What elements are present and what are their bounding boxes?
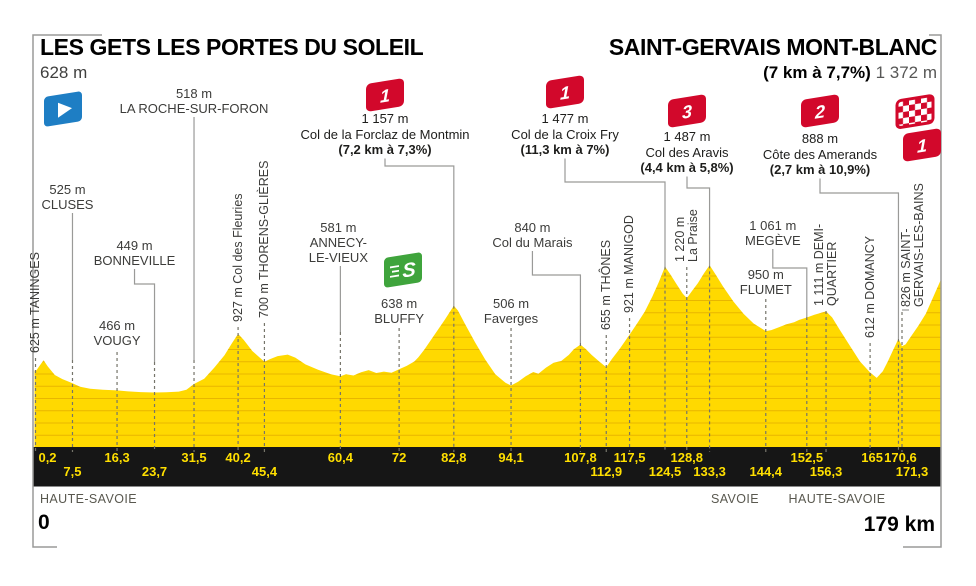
km-tick-label: 156,3: [809, 464, 843, 479]
km-tick-label: 60,4: [327, 450, 354, 465]
km-tick-label: 152,5: [790, 450, 824, 465]
label-connector-line: [531, 251, 582, 343]
climb-category-marker: 2: [801, 94, 839, 128]
finish-subtitle: (7 km à 7,7%) 1 372 m: [609, 63, 937, 83]
km-tick-label: 16,3: [104, 450, 130, 465]
waypoint-label: 655 m THÔNES: [598, 239, 613, 330]
climb-category-number: 1: [917, 135, 927, 156]
climb-category-number: 1: [380, 85, 390, 106]
elevation-profile-area: [34, 265, 941, 448]
km-tick-label: 117,5: [613, 450, 646, 465]
km-tick-label: 72: [391, 450, 407, 465]
label-connector-line: [819, 178, 900, 339]
finish-header: SAINT-GERVAIS MONT-BLANC (7 km à 7,7%) 1…: [608, 34, 938, 83]
climb-category-number: 1: [560, 82, 570, 103]
waypoint-label: 927 m Col des Fleuries: [230, 193, 245, 322]
km-tick-label: 170,6: [884, 450, 917, 465]
km-tick-label: 40,2: [225, 450, 251, 465]
distance-bar: [33, 447, 941, 487]
total-distance-label: 179 km: [863, 513, 935, 536]
waypoint-label: 840 m Col du Marais: [492, 220, 573, 250]
label-connector-line: [133, 269, 156, 362]
finish-climb-category-marker: 1: [903, 128, 941, 162]
right-frame-bracket: [903, 34, 942, 548]
region-label: SAVOIE: [710, 492, 760, 506]
svg-text:S: S: [402, 258, 416, 282]
waypoint-label: 1 061 m MEGÈVE: [744, 218, 801, 248]
waypoint-label: 612 m DOMANCY: [862, 235, 877, 338]
waypoint-label: 518 m LA ROCHE-SUR-FORON: [119, 86, 269, 116]
km-tick-label: 94,1: [498, 450, 524, 465]
start-flag-icon: [44, 91, 82, 127]
region-label: HAUTE-SAVOIE: [40, 492, 137, 506]
waypoint-label: 950 m FLUMET: [739, 267, 792, 297]
waypoint-label: 449 m BONNEVILLE: [93, 238, 176, 268]
climb-label: 1 487 m Col des Aravis (4,4 km à 5,8%): [640, 129, 734, 175]
start-elevation: 628 m: [40, 63, 88, 82]
km-tick-label: 31,5: [181, 450, 207, 465]
km-tick-label: 112,9: [590, 464, 623, 479]
waypoint-label: 638 m BLUFFY: [374, 296, 425, 326]
climb-category-marker: 1: [366, 78, 404, 112]
label-connector-line: [686, 176, 711, 266]
climb-category-number: 3: [682, 101, 692, 122]
finish-gradient: (7 km à 7,7%): [763, 63, 871, 82]
km-tick-label: 7,5: [63, 464, 82, 479]
waypoint-label: 466 m VOUGY: [93, 318, 141, 348]
waypoint-label: 700 m THORENS-GLIÈRES: [256, 160, 271, 318]
finish-flag-icon: [895, 94, 935, 129]
region-label: HAUTE-SAVOIE: [788, 492, 886, 506]
waypoint-label: 625 m TANINGES: [28, 252, 42, 353]
start-header: LES GETS LES PORTES DU SOLEIL 628 m: [40, 34, 424, 83]
waypoint-label: 581 m ANNECY- LE-VIEUX: [308, 220, 368, 265]
km-tick-label: 165: [861, 450, 883, 465]
km-tick-label: 23,7: [141, 464, 168, 479]
waypoint-label: 1 220 m La Praise: [672, 209, 700, 262]
km-tick-label: 45,4: [251, 464, 278, 479]
waypoint-label: 506 m Faverges: [483, 296, 539, 326]
left-frame-bracket: [32, 34, 102, 548]
start-title: LES GETS LES PORTES DU SOLEIL: [40, 34, 424, 60]
label-connector-line: [772, 249, 808, 317]
climb-category-marker: 1: [546, 75, 584, 109]
waypoint-label: 525 m CLUSES: [41, 182, 94, 212]
climb-label: 1 477 m Col de la Croix Fry (11,3 km à 7%): [511, 111, 619, 157]
km-tick-label: 128,8: [670, 450, 704, 465]
km-tick-label: 124,5: [648, 464, 682, 479]
climb-category-number: 2: [814, 101, 825, 123]
waypoint-label: 826 m SAINT- GERVAIS-LES-BAINS: [899, 183, 926, 307]
waypoint-label: 921 m MANIGOD: [622, 215, 637, 313]
km-tick-label: 144,4: [749, 464, 783, 479]
climb-label: 888 m Côte des Amerands (2,7 km à 10,9%): [762, 131, 878, 177]
km-tick-label: 133,3: [693, 464, 726, 479]
waypoint-label: 1 111 m DEMI- QUARTIER: [812, 223, 840, 306]
finish-elevation: 1 372 m: [875, 63, 937, 82]
km-tick-label: 82,8: [441, 450, 467, 465]
label-connector-line: [564, 158, 666, 267]
finish-title: SAINT-GERVAIS MONT-BLANC: [608, 34, 938, 60]
km-tick-label: 0,2: [38, 450, 57, 465]
sprint-icon: S: [384, 252, 422, 288]
climb-label: 1 157 m Col de la Forclaz de Montmin (7,2 …: [300, 111, 470, 157]
km-tick-label: 107,8: [564, 450, 597, 465]
climb-category-marker: 3: [668, 94, 706, 128]
km-tick-label: 171,3: [895, 464, 929, 479]
label-connector-line: [384, 158, 455, 306]
start-km-label: 0: [38, 511, 50, 534]
